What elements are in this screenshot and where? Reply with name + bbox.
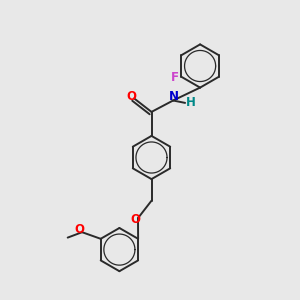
Text: O: O [130, 213, 141, 226]
Text: O: O [75, 223, 85, 236]
Text: O: O [127, 89, 137, 103]
Text: H: H [186, 96, 195, 109]
Text: N: N [169, 90, 179, 104]
Text: F: F [171, 71, 179, 84]
